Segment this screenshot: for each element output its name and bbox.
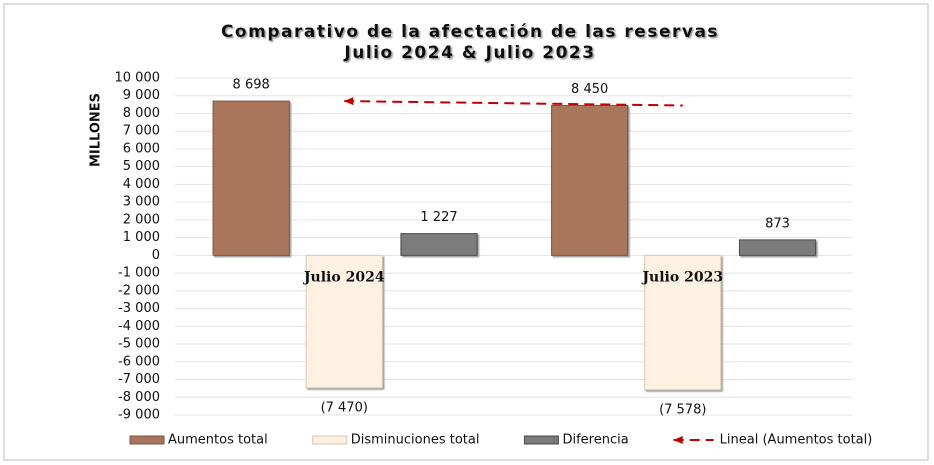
trendline: [344, 100, 683, 107]
legend-label: Diferencia: [562, 433, 628, 448]
y-tick-label: 2 000: [123, 212, 160, 227]
y-tick-label: 5 000: [123, 159, 160, 174]
y-tick-label: 10 000: [115, 71, 161, 86]
chart-title: Comparativo de la afectación de las rese…: [221, 22, 719, 42]
y-axis-label: MILLONES: [89, 93, 104, 167]
legend-label: Disminuciones total: [351, 433, 480, 448]
y-tick-label: 1 000: [123, 230, 160, 245]
bar: [551, 104, 629, 256]
bar: [644, 254, 722, 391]
legend-swatch: [312, 435, 348, 445]
legend-label: Lineal (Aumentos total): [720, 433, 873, 448]
y-tick-label: -8 000: [118, 390, 160, 405]
y-tick-label: 6 000: [123, 141, 160, 156]
bar: [305, 254, 383, 389]
value-label: 873: [765, 216, 790, 231]
y-tick-label: -4 000: [118, 319, 160, 334]
trendline-arrow: [344, 97, 354, 106]
y-tick-label: -5 000: [118, 337, 160, 352]
bar: [738, 239, 817, 256]
y-tick-label: 0: [152, 248, 160, 263]
y-tick-label: -1 000: [118, 266, 160, 281]
legend-swatch: [129, 435, 165, 445]
value-label: 1 227: [420, 210, 457, 225]
value-label: (7 470): [321, 400, 368, 415]
y-tick-label: -7 000: [118, 372, 160, 387]
legend-label: Aumentos total: [168, 433, 268, 448]
chart-subtitle: Julio 2024 & Julio 2023: [343, 43, 595, 63]
y-tick-label: -9 000: [118, 408, 160, 423]
y-tick-label: 7 000: [123, 124, 160, 139]
x-tick-label: Julio 2023: [640, 269, 723, 285]
value-label: 8 698: [233, 78, 270, 93]
value-label: (7 578): [659, 402, 706, 417]
bar: [400, 233, 478, 256]
legend-swatch: [523, 435, 559, 445]
y-tick-label: 8 000: [123, 106, 160, 121]
y-tick-label: -2 000: [118, 283, 160, 298]
bar: [212, 100, 290, 256]
y-tick-label: -3 000: [118, 301, 160, 316]
value-label: 8 450: [571, 82, 608, 97]
x-tick-label: Julio 2024: [302, 269, 385, 285]
y-tick-label: 9 000: [123, 88, 160, 103]
chart-frame: [3, 3, 929, 461]
y-tick-label: 3 000: [123, 195, 160, 210]
y-tick-label: -6 000: [118, 354, 160, 369]
y-tick-label: 4 000: [123, 177, 160, 192]
